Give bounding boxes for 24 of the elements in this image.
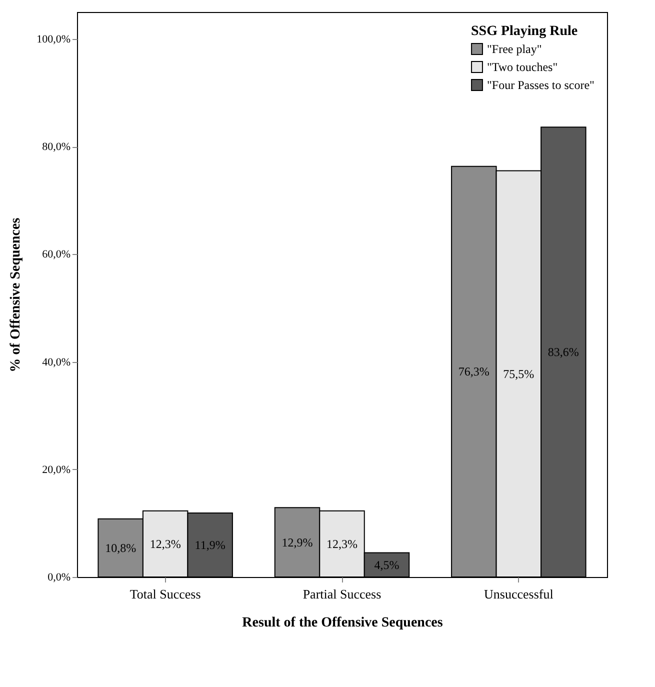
legend-label: "Four Passes to score" bbox=[487, 78, 595, 92]
y-tick-label: 20,0% bbox=[42, 464, 70, 476]
data-label: 12,3% bbox=[326, 536, 358, 551]
y-tick-label: 0,0% bbox=[48, 572, 70, 584]
y-tick-label: 100,0% bbox=[36, 33, 70, 46]
y-axis-title: % of Offensive Sequences bbox=[8, 217, 24, 372]
data-label: 4,5% bbox=[374, 558, 400, 572]
x-tick-label: Partial Success bbox=[302, 586, 382, 602]
y-tick-label: 40,0% bbox=[42, 356, 70, 368]
legend-title: SSG Playing Rule bbox=[471, 24, 578, 39]
data-label: 75,5% bbox=[503, 366, 534, 381]
data-label: 11,9% bbox=[194, 538, 226, 552]
x-tick-label: Unsuccessful bbox=[484, 586, 554, 602]
x-tick-label: Total Success bbox=[130, 586, 201, 602]
y-tick-label: 80,0% bbox=[42, 141, 70, 154]
legend-label: "Free play" bbox=[487, 42, 542, 56]
data-label: 83,6% bbox=[548, 345, 579, 360]
data-label: 12,9% bbox=[282, 535, 313, 550]
y-tick-label: 60,0% bbox=[42, 248, 70, 261]
data-label: 10,8% bbox=[105, 540, 136, 555]
data-label: 76,3% bbox=[458, 364, 490, 379]
legend-label: "Two touches" bbox=[487, 60, 558, 74]
data-label: 12,3% bbox=[150, 536, 181, 551]
x-axis-title: Result of the Offensive Sequences bbox=[242, 616, 444, 630]
